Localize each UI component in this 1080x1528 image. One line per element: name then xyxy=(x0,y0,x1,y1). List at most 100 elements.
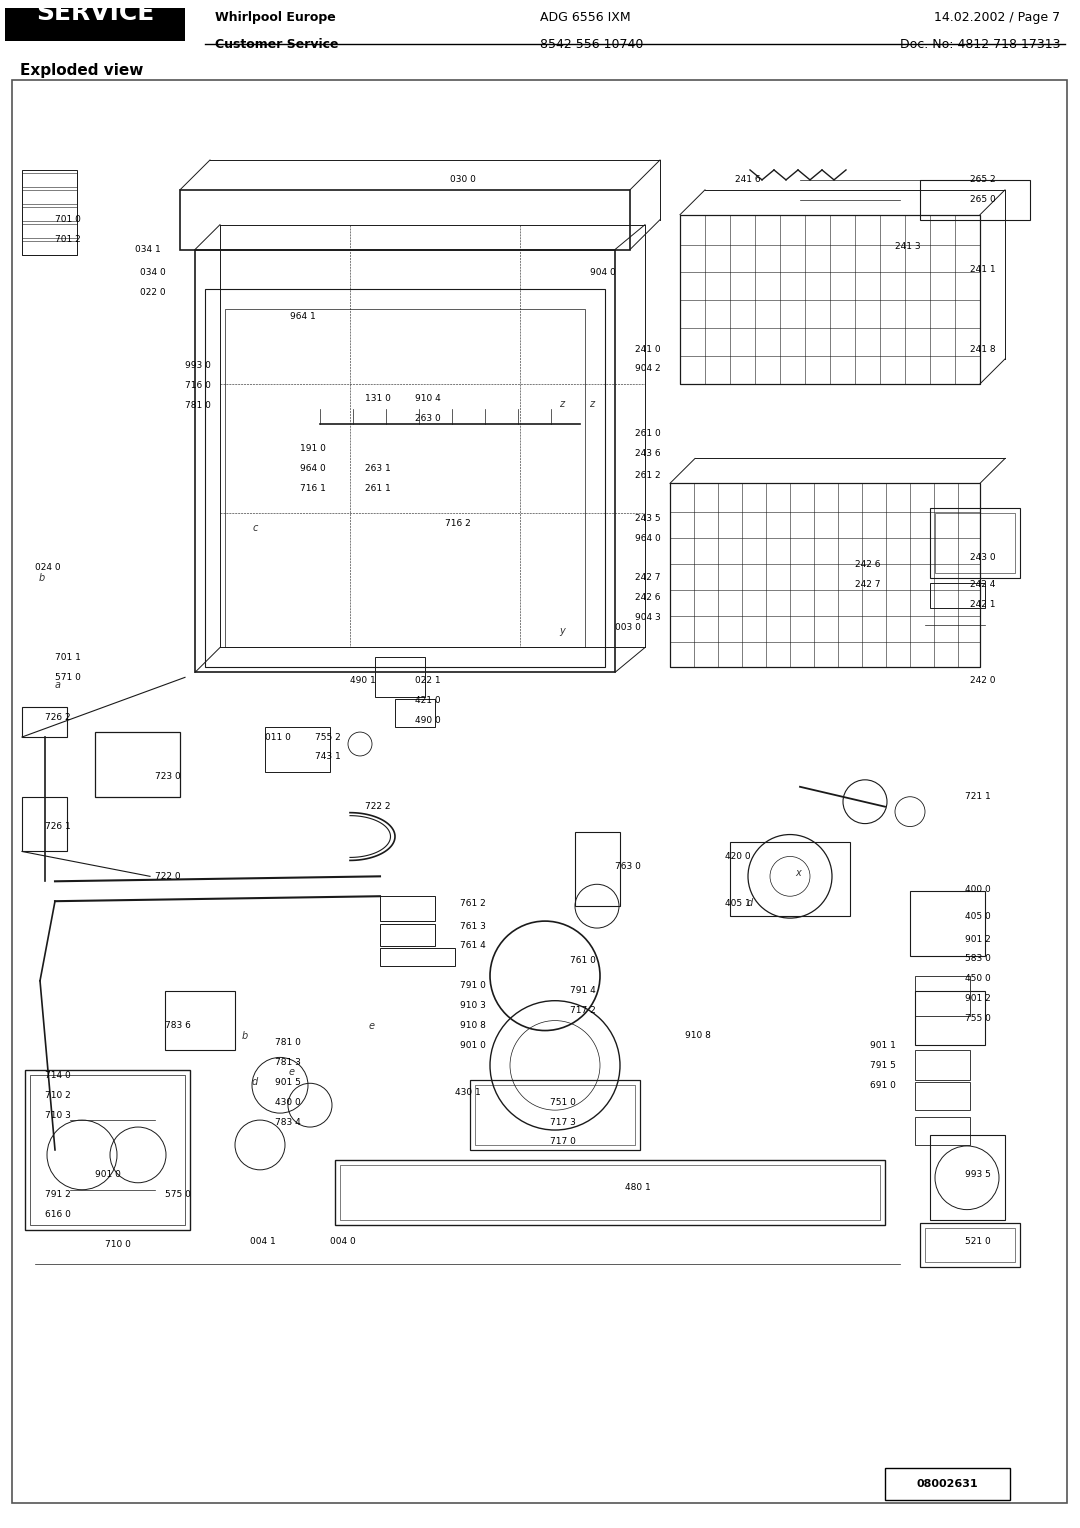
Text: 701 1: 701 1 xyxy=(55,652,81,662)
Text: 717 0: 717 0 xyxy=(550,1137,576,1146)
Bar xyxy=(935,513,1015,573)
Text: 964 0: 964 0 xyxy=(300,465,326,472)
Text: e: e xyxy=(289,1068,295,1077)
Bar xyxy=(22,206,77,220)
Text: 726 1: 726 1 xyxy=(45,822,71,831)
Text: 710 0: 710 0 xyxy=(105,1239,131,1248)
Text: 242 1: 242 1 xyxy=(970,601,996,610)
Text: 265 2: 265 2 xyxy=(970,176,996,185)
Text: ADG 6556 IXM: ADG 6556 IXM xyxy=(540,11,631,24)
Text: 743 1: 743 1 xyxy=(315,752,341,761)
Bar xyxy=(670,483,980,668)
Text: Exploded view: Exploded view xyxy=(21,64,144,78)
Text: 910 8: 910 8 xyxy=(685,1031,711,1041)
Text: 8542 556 10740: 8542 556 10740 xyxy=(540,38,644,50)
Text: 405 1: 405 1 xyxy=(725,898,751,908)
Text: 781 0: 781 0 xyxy=(185,402,211,410)
Text: 263 0: 263 0 xyxy=(415,414,441,423)
Text: 011 0: 011 0 xyxy=(265,732,291,741)
Bar xyxy=(22,189,77,203)
Bar xyxy=(375,657,426,697)
Bar xyxy=(22,223,77,237)
Bar xyxy=(335,1160,885,1224)
Bar xyxy=(195,249,615,672)
Bar xyxy=(470,1080,640,1151)
Text: 761 4: 761 4 xyxy=(460,941,486,950)
Text: 901 0: 901 0 xyxy=(95,1170,121,1180)
Text: SERVICE: SERVICE xyxy=(36,2,154,26)
Text: 791 0: 791 0 xyxy=(460,981,486,990)
Text: 791 4: 791 4 xyxy=(570,986,596,995)
Text: 761 0: 761 0 xyxy=(570,957,596,966)
Text: 791 5: 791 5 xyxy=(870,1060,896,1070)
Text: 243 5: 243 5 xyxy=(635,513,661,523)
Text: c: c xyxy=(253,523,258,533)
Text: 450 0: 450 0 xyxy=(966,975,990,984)
Text: 691 0: 691 0 xyxy=(870,1080,896,1089)
Text: 964 1: 964 1 xyxy=(291,312,315,321)
Text: 710 3: 710 3 xyxy=(45,1111,71,1120)
Text: 901 5: 901 5 xyxy=(275,1077,301,1086)
Bar xyxy=(30,1076,185,1224)
Text: a: a xyxy=(55,680,60,691)
Text: 791 2: 791 2 xyxy=(45,1190,71,1199)
Bar xyxy=(5,0,185,41)
Bar xyxy=(930,1135,1005,1219)
Text: 763 0: 763 0 xyxy=(615,862,640,871)
Bar xyxy=(680,215,980,384)
Text: 242 0: 242 0 xyxy=(970,675,996,685)
Bar xyxy=(885,1468,1010,1500)
Text: 261 1: 261 1 xyxy=(365,484,391,494)
Text: 722 2: 722 2 xyxy=(365,802,391,811)
Text: 783 4: 783 4 xyxy=(275,1117,300,1126)
Text: 571 0: 571 0 xyxy=(55,672,81,681)
Bar xyxy=(910,891,985,957)
Text: 004 1: 004 1 xyxy=(249,1238,275,1245)
Text: 242 7: 242 7 xyxy=(635,573,661,582)
Text: 714 0: 714 0 xyxy=(45,1071,71,1080)
Text: 14.02.2002 / Page 7: 14.02.2002 / Page 7 xyxy=(934,11,1059,24)
Text: 717 3: 717 3 xyxy=(550,1117,576,1126)
Text: 583 0: 583 0 xyxy=(966,955,990,964)
Text: 421 0: 421 0 xyxy=(415,695,441,704)
Text: 910 8: 910 8 xyxy=(460,1021,486,1030)
Text: 964 0: 964 0 xyxy=(635,533,661,542)
Text: 910 3: 910 3 xyxy=(460,1001,486,1010)
Text: 721 1: 721 1 xyxy=(966,792,990,801)
Text: 131 0: 131 0 xyxy=(365,394,391,403)
Bar xyxy=(920,180,1030,220)
Text: 243 0: 243 0 xyxy=(970,553,996,562)
Text: 910 4: 910 4 xyxy=(415,394,441,403)
Text: 022 1: 022 1 xyxy=(415,675,441,685)
Text: 716 0: 716 0 xyxy=(185,382,211,390)
Text: 781 0: 781 0 xyxy=(275,1038,301,1047)
Text: 003 0: 003 0 xyxy=(615,623,640,633)
Bar xyxy=(380,947,455,966)
Text: 004 0: 004 0 xyxy=(330,1238,355,1245)
Text: 430 0: 430 0 xyxy=(275,1097,300,1106)
Text: 241 1: 241 1 xyxy=(970,264,996,274)
Text: 430 1: 430 1 xyxy=(455,1088,481,1097)
Bar xyxy=(475,1085,635,1144)
Text: 241 6: 241 6 xyxy=(735,176,760,185)
Text: 716 2: 716 2 xyxy=(445,518,471,527)
Bar xyxy=(575,831,620,906)
Text: z: z xyxy=(559,399,565,410)
Text: 241 3: 241 3 xyxy=(895,241,920,251)
Text: 241 0: 241 0 xyxy=(635,344,661,353)
Text: 701 2: 701 2 xyxy=(55,235,81,244)
Text: 901 1: 901 1 xyxy=(870,1041,896,1050)
Text: 710 2: 710 2 xyxy=(45,1091,71,1100)
Bar xyxy=(380,897,435,921)
Bar xyxy=(915,1050,970,1080)
Text: 726 2: 726 2 xyxy=(45,712,70,721)
Text: 242 6: 242 6 xyxy=(635,593,661,602)
Text: 034 0: 034 0 xyxy=(140,267,165,277)
Text: 904 3: 904 3 xyxy=(635,613,661,622)
Text: 030 0: 030 0 xyxy=(450,176,476,185)
Bar xyxy=(22,173,77,186)
Text: 781 3: 781 3 xyxy=(275,1057,301,1067)
Text: d: d xyxy=(747,898,753,908)
Text: 242 6: 242 6 xyxy=(855,561,880,570)
Text: 993 5: 993 5 xyxy=(966,1170,990,1180)
